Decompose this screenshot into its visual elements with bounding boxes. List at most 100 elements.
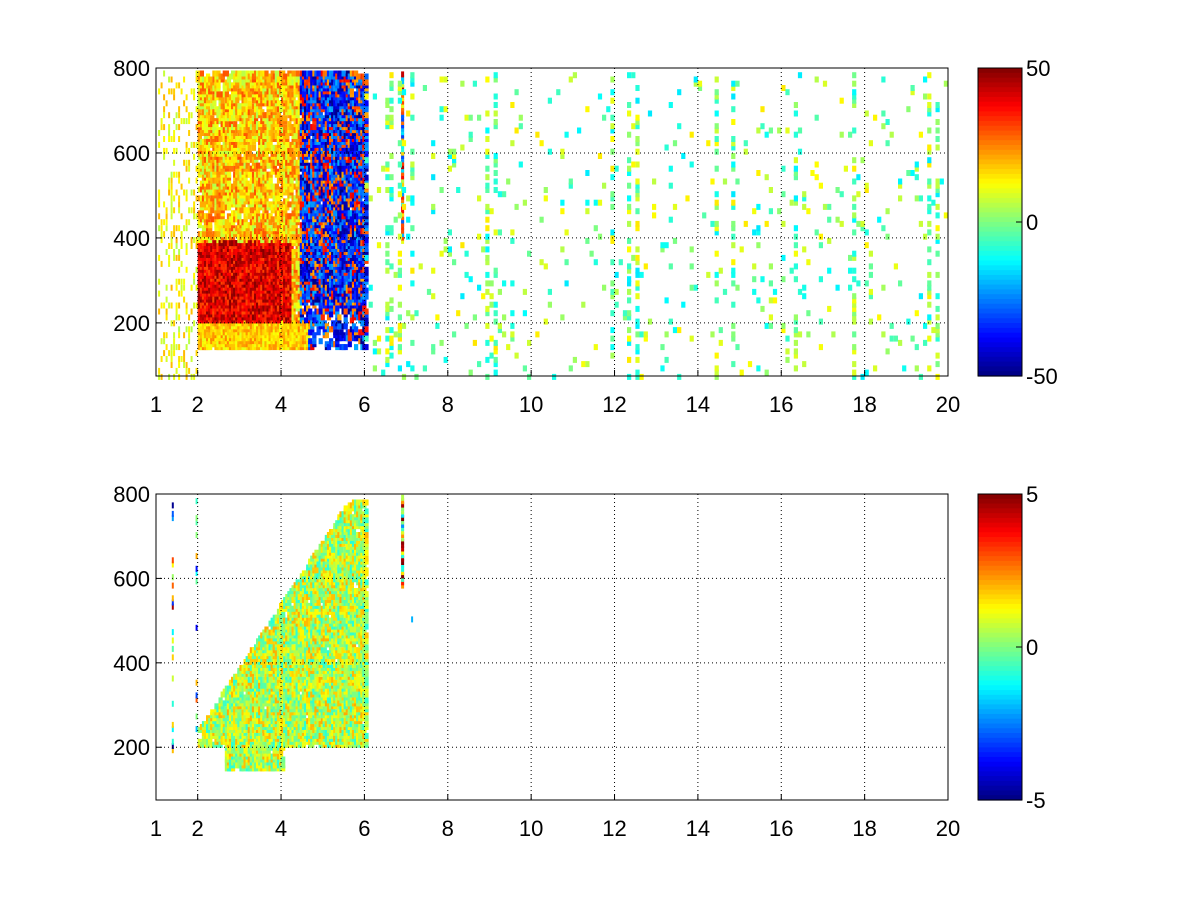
heatmap-cell [210,216,215,223]
heatmap-cell [197,338,202,345]
heatmap-cell [158,141,161,148]
heatmap-cell [235,97,240,104]
heatmap-cell [178,373,181,380]
heatmap-cells [158,70,948,380]
heatmap-cell [178,314,181,321]
heatmap-cell [163,332,166,339]
heatmap-cell [197,210,202,217]
heatmap-cell [165,284,168,291]
heatmap-cell [190,88,193,95]
heatmap-cell [160,124,163,131]
heatmap-cell [168,124,171,131]
heatmap-cell [312,278,317,285]
heatmap-cell [197,112,202,119]
heatmap-cell [195,165,198,172]
heatmap-cell [160,373,163,380]
heatmap-cell [168,254,171,261]
heatmap-cell [165,332,168,339]
heatmap-cell [216,82,221,89]
heatmap-cell [173,231,176,238]
heatmap-cell [173,171,176,178]
heatmap-cell [208,189,213,196]
heatmap-cell [256,222,261,229]
heatmap-cell [168,130,171,136]
heatmap-cell [197,317,202,324]
heatmap-cell [235,136,240,142]
heatmap-cell [175,112,178,119]
heatmap-cell [206,183,211,190]
heatmap-cell [222,103,227,110]
heatmap-cell [173,130,176,136]
heatmap-cell [178,136,181,142]
heatmap-cell [210,82,215,89]
heatmap-cell [158,130,161,136]
heatmap-cell [170,171,173,178]
heatmap-cell [170,356,173,362]
heatmap-cell [195,106,198,113]
heatmap-cell [188,326,191,333]
heatmap-cell [195,177,198,184]
heatmap-cell [197,186,202,193]
heatmap-cell [304,317,309,324]
heatmap-cell [183,76,186,83]
heatmap-cell [173,225,176,232]
heatmap-cell [178,254,181,261]
heatmap-cell [197,272,202,279]
heatmap-cell [291,70,296,77]
heatmap-cell [183,189,186,196]
heatmap-cell [165,344,168,351]
heatmap-cell [170,231,173,238]
heatmap-cell [343,344,348,351]
heatmap-cell [247,183,252,190]
heatmap-cell [235,150,240,157]
heatmap-cell [222,228,227,235]
heatmap-cell [188,130,191,136]
heatmap-cell [165,249,168,255]
heatmap-cell [316,124,321,131]
heatmap-cell [178,106,181,113]
heatmap-cell [175,302,178,309]
heatmap-cell [193,189,196,196]
heatmap-cell [247,73,252,80]
heatmap-cell [170,320,173,327]
heatmap-cell [249,192,254,199]
heatmap-cell [247,150,252,157]
heatmap-cell [335,305,340,312]
heatmap-cell [222,91,227,98]
heatmap-cell [243,97,248,104]
heatmap-cell [160,260,163,267]
heatmap-cell [180,118,183,125]
heatmap-cell [178,225,181,232]
heatmap-cell [178,249,181,255]
heatmap-cell [185,266,188,273]
heatmap-cell [168,350,171,357]
heatmap-cell [222,127,227,134]
heatmap-cell [222,186,227,193]
heatmap-cell [188,177,191,184]
heatmap-cell [168,243,171,249]
heatmap-cell [308,314,313,321]
heatmap-cell [170,136,173,142]
heatmap-cell [185,362,188,368]
heatmap-cell [173,147,176,154]
heatmap-cell [188,314,191,321]
heatmap-cell [193,141,196,148]
heatmap-cell [175,171,178,178]
heatmap-cell [190,141,193,148]
heatmap-cell [341,70,346,77]
heatmap-cell [168,88,171,95]
heatmap-cell [233,192,238,199]
heatmap-cell [180,290,183,297]
heatmap-cell [193,153,196,160]
heatmap-cell [312,124,317,131]
heatmap-cell [210,171,215,178]
heatmap-cell [224,70,229,77]
heatmap-cell [183,284,186,291]
heatmap-cell [175,367,178,374]
heatmap-cell [195,266,198,273]
heatmap-cell [183,278,186,285]
heatmap-cell [193,201,196,208]
heatmap-cell [163,124,166,131]
heatmap-cell [165,225,168,232]
